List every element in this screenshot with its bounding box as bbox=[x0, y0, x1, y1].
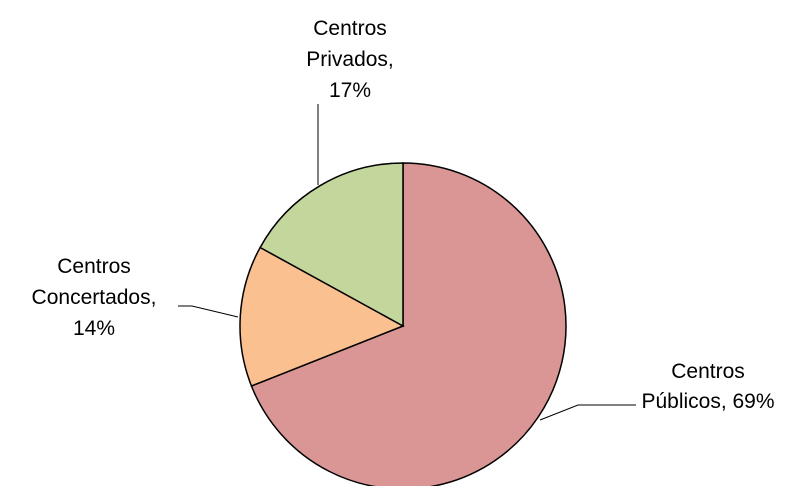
slice-label-line: Públicos, 69% bbox=[641, 390, 774, 413]
leader-lines bbox=[178, 104, 636, 421]
slice-label-line: Centros bbox=[57, 255, 131, 278]
slice-label-line: Centros bbox=[671, 360, 745, 383]
leader-line bbox=[178, 305, 239, 318]
leader-line bbox=[539, 404, 636, 421]
slice-label-line: 14% bbox=[73, 317, 115, 340]
slice-label: Centros Concertados, 14% bbox=[32, 255, 157, 340]
slice-label-line: 17% bbox=[329, 79, 371, 102]
pie-slice-centros-privados bbox=[259, 162, 404, 328]
slice-labels: Centros Públicos, 69% Centros Concertados, 1… bbox=[32, 17, 775, 413]
pie-slice-centros-concertados bbox=[239, 246, 405, 387]
slice-label-line: Privados, bbox=[306, 48, 394, 71]
slice-label: Centros Públicos, 69% bbox=[641, 360, 774, 413]
slice-label-line: Concertados, bbox=[32, 286, 157, 309]
pie-slice-centros-p-blicos bbox=[250, 162, 567, 486]
slice-label: Centros Privados, 17% bbox=[306, 17, 394, 102]
pie-slices bbox=[239, 162, 567, 486]
slice-label-line: Centros bbox=[313, 17, 387, 40]
